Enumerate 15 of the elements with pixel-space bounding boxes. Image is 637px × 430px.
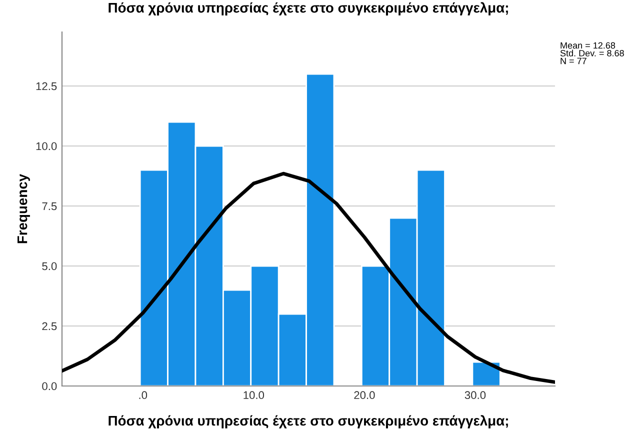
y-tick-label: 5.0 xyxy=(42,262,57,270)
y-axis-title: Frequency xyxy=(18,174,30,244)
x-tick-label: 10.0 xyxy=(244,391,264,400)
line-series xyxy=(62,172,555,384)
text: Mean = 12.68 Std. Dev. = 8.68 N = 77 xyxy=(560,42,624,64)
y-tick-label: 7.5 xyxy=(42,202,57,210)
y-tick-label: 2.5 xyxy=(42,322,57,330)
chart-title: Πόσα χρόνια υπηρεσίας έχετε στο συγκεκριμένο επάγγελμα; xyxy=(108,2,508,16)
x-tick-label: 30.0 xyxy=(464,391,486,400)
x-axis-title: Πόσα χρόνια υπηρεσίας έχετε στο συγκεκριμένο επάγγελμα; xyxy=(108,415,508,428)
x-tick-label: .0 xyxy=(139,391,148,400)
y-tick-label: 12.5 xyxy=(36,82,57,90)
x-tick-label: 20.0 xyxy=(354,391,375,400)
y-tick-label: 10.0 xyxy=(36,142,57,150)
y-tick-label: 0.0 xyxy=(42,382,57,390)
